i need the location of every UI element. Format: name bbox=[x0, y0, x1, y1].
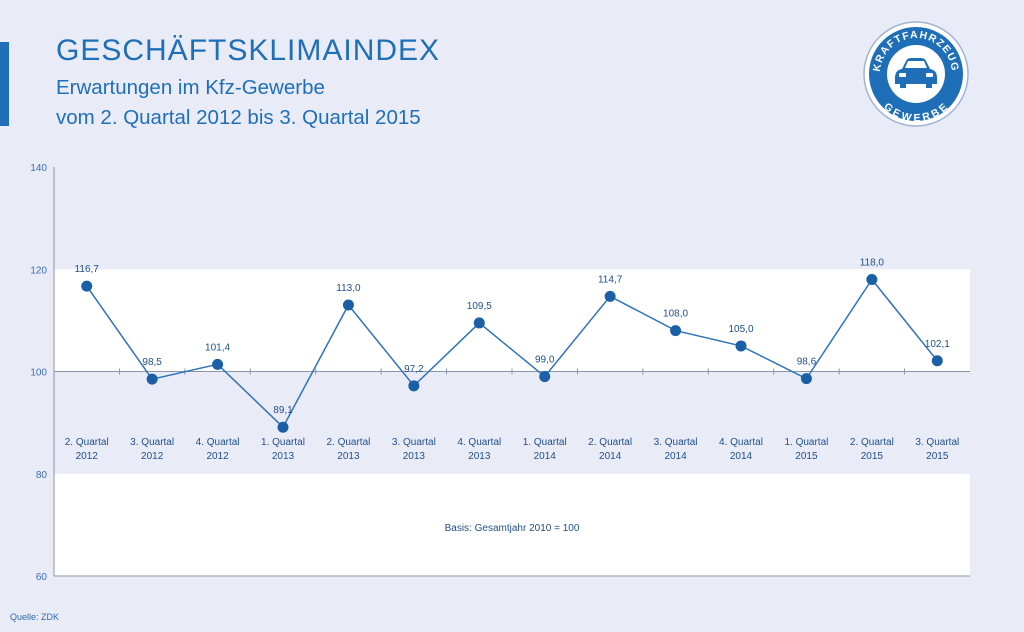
accent-bar bbox=[0, 42, 9, 126]
y-tick-label: 120 bbox=[30, 265, 47, 276]
data-label: 105,0 bbox=[728, 324, 753, 335]
data-label: 97,2 bbox=[404, 364, 424, 375]
page-title: GESCHÄFTSKLIMAINDEX bbox=[56, 34, 441, 67]
x-tick-label-year: 2012 bbox=[141, 451, 164, 462]
x-tick-label-year: 2015 bbox=[795, 451, 818, 462]
x-tick-label-year: 2014 bbox=[599, 451, 622, 462]
y-tick-label: 80 bbox=[36, 470, 48, 481]
data-label: 102,1 bbox=[925, 339, 950, 350]
x-tick-label-year: 2014 bbox=[534, 451, 557, 462]
data-point bbox=[670, 325, 682, 337]
x-tick-label-year: 2015 bbox=[926, 451, 949, 462]
x-tick-label: 3. Quartal bbox=[915, 437, 959, 448]
x-tick-label: 1. Quartal bbox=[523, 437, 567, 448]
data-label: 114,7 bbox=[598, 274, 623, 285]
data-label: 113,0 bbox=[336, 283, 361, 294]
x-tick-label-year: 2014 bbox=[664, 451, 687, 462]
x-tick-label-year: 2012 bbox=[76, 451, 99, 462]
chart-band-1 bbox=[54, 269, 970, 372]
x-tick-label: 4. Quartal bbox=[196, 437, 240, 448]
data-point bbox=[146, 373, 158, 385]
data-label: 109,5 bbox=[467, 301, 492, 312]
data-point bbox=[931, 355, 943, 367]
data-point bbox=[604, 290, 616, 302]
data-label: 118,0 bbox=[860, 257, 885, 268]
x-tick-label: 2. Quartal bbox=[850, 437, 894, 448]
x-tick-label-year: 2012 bbox=[206, 451, 229, 462]
data-point bbox=[473, 317, 485, 329]
x-tick-label: 4. Quartal bbox=[457, 437, 501, 448]
data-point bbox=[866, 273, 878, 285]
data-label: 98,5 bbox=[142, 357, 162, 368]
x-tick-label-year: 2013 bbox=[403, 451, 426, 462]
y-tick-label: 60 bbox=[36, 572, 48, 583]
x-tick-label: 3. Quartal bbox=[654, 437, 698, 448]
x-tick-label-year: 2013 bbox=[337, 451, 360, 462]
data-label: 116,7 bbox=[75, 264, 100, 275]
data-point bbox=[81, 280, 93, 292]
series-line bbox=[86, 278, 938, 429]
data-point bbox=[735, 340, 747, 352]
x-tick-label: 4. Quartal bbox=[719, 437, 763, 448]
data-label: 89,1 bbox=[273, 405, 293, 416]
chart-period: vom 2. Quartal 2012 bis 3. Quartal 2015 bbox=[56, 106, 421, 129]
data-point bbox=[408, 380, 420, 392]
data-label: 108,0 bbox=[663, 309, 688, 320]
chart-annotation: Basis: Gesamtjahr 2010 = 100 bbox=[445, 523, 580, 534]
x-tick-label: 3. Quartal bbox=[130, 437, 174, 448]
x-tick-label: 2. Quartal bbox=[65, 437, 109, 448]
data-label: 98,6 bbox=[797, 357, 817, 368]
data-point bbox=[342, 299, 354, 311]
x-tick-label: 2. Quartal bbox=[588, 437, 632, 448]
y-tick-label: 100 bbox=[30, 368, 47, 379]
car-icon bbox=[895, 58, 937, 88]
source-note: Quelle: ZDK bbox=[10, 612, 60, 622]
data-label: 101,4 bbox=[205, 342, 230, 353]
data-point bbox=[539, 371, 551, 383]
x-tick-label-year: 2015 bbox=[861, 451, 884, 462]
x-tick-label-year: 2013 bbox=[272, 451, 295, 462]
data-point bbox=[277, 421, 289, 433]
data-label: 99,0 bbox=[535, 355, 555, 366]
kraftfahrzeug-gewerbe-logo: KRAFTFAHRZEUG GEWERBE bbox=[863, 21, 969, 127]
chart-band-0 bbox=[54, 473, 970, 576]
data-point bbox=[212, 358, 224, 370]
x-tick-label-year: 2013 bbox=[468, 451, 491, 462]
chart-subtitle: Erwartungen im Kfz-Gewerbe bbox=[56, 76, 325, 99]
x-tick-label: 1. Quartal bbox=[784, 437, 828, 448]
x-tick-label: 2. Quartal bbox=[326, 437, 370, 448]
x-tick-label: 3. Quartal bbox=[392, 437, 436, 448]
x-tick-label-year: 2014 bbox=[730, 451, 753, 462]
data-point bbox=[800, 373, 812, 385]
x-tick-label: 1. Quartal bbox=[261, 437, 305, 448]
y-tick-label: 140 bbox=[30, 163, 47, 174]
